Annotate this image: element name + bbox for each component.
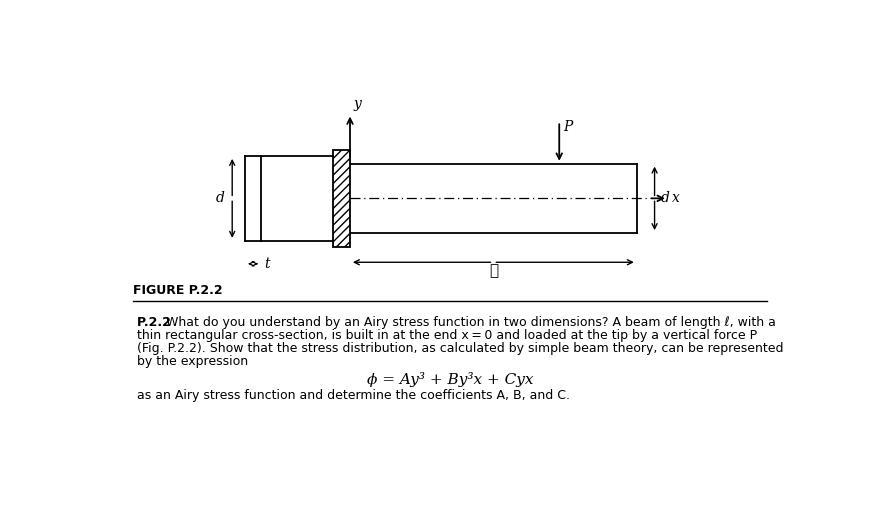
Text: d: d xyxy=(660,191,669,205)
Text: What do you understand by an Airy stress function in two dimensions? A beam of l: What do you understand by an Airy stress… xyxy=(166,316,775,329)
Text: ϕ = Ay³ + By³x + Cyx: ϕ = Ay³ + By³x + Cyx xyxy=(367,372,532,386)
Text: as an Airy stress function and determine the coefficients A, B, and C.: as an Airy stress function and determine… xyxy=(137,390,569,402)
Text: by the expression: by the expression xyxy=(137,356,247,368)
Text: ℓ: ℓ xyxy=(488,264,497,279)
Text: x: x xyxy=(672,191,680,205)
Text: P: P xyxy=(562,120,572,134)
Text: y: y xyxy=(353,98,361,111)
Text: t: t xyxy=(264,257,269,271)
Text: d: d xyxy=(216,191,225,205)
Polygon shape xyxy=(332,150,350,247)
Text: FIGURE P.2.2: FIGURE P.2.2 xyxy=(132,284,223,297)
Text: (Fig. P.2.2). Show that the stress distribution, as calculated by simple beam th: (Fig. P.2.2). Show that the stress distr… xyxy=(137,342,782,355)
Text: P.2.2: P.2.2 xyxy=(137,316,175,329)
Text: thin rectangular cross-section, is built in at the end x = 0 and loaded at the t: thin rectangular cross-section, is built… xyxy=(137,329,756,342)
